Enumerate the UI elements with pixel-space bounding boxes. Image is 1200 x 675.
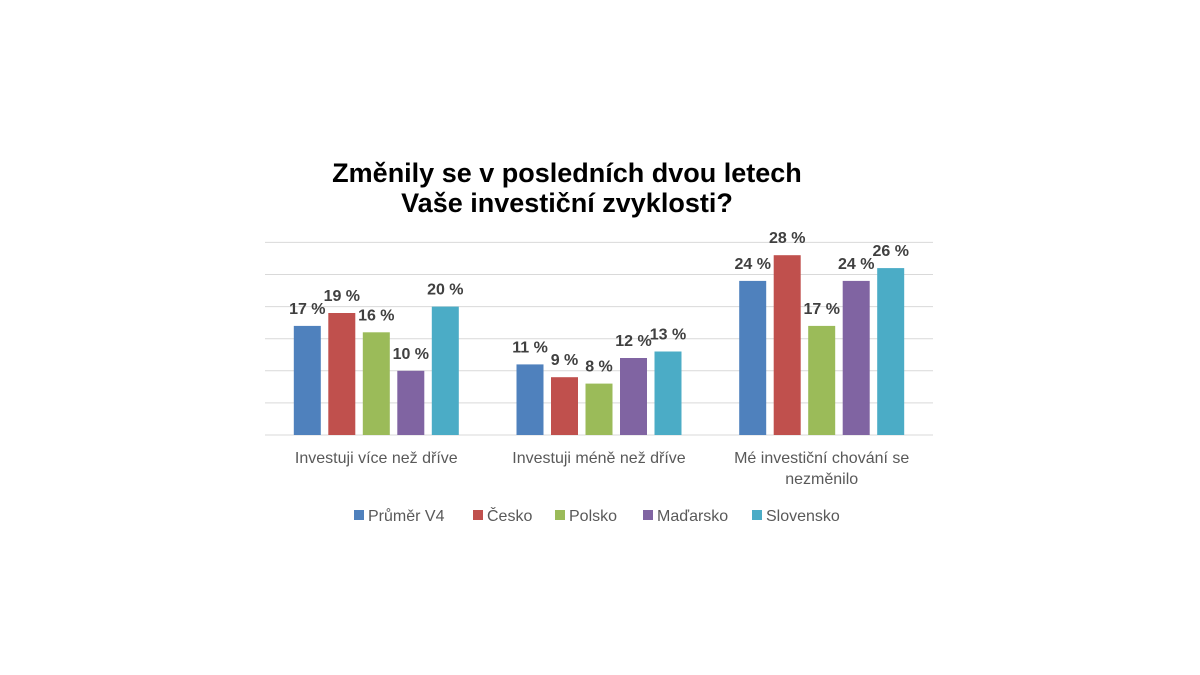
legend-label: Polsko	[569, 508, 617, 525]
bar-slovensko-1	[431, 306, 459, 435]
legend-label: Maďarsko	[657, 508, 728, 525]
bars	[293, 255, 905, 435]
data-label: 17 %	[289, 301, 325, 318]
bar-pr-m-r-v4-3	[739, 280, 767, 435]
bar--esko-3	[773, 255, 801, 435]
legend-item-polsko: Polsko	[555, 508, 617, 525]
bar-pr-m-r-v4-1	[293, 325, 321, 435]
legend-item-slovensko: Slovensko	[752, 508, 840, 525]
bar-ma-arsko-3	[842, 280, 870, 435]
chart-title-line-2: Vaše investiční zvyklosti?	[401, 188, 733, 218]
data-label: 8 %	[585, 359, 613, 376]
bar--esko-2	[551, 377, 578, 435]
data-label: 12 %	[615, 333, 651, 350]
legend-swatch	[752, 510, 762, 520]
bar-ma-arsko-2	[620, 358, 647, 435]
legend: Průměr V4 Česko Polsko Maďarsko Slovensko	[354, 506, 840, 525]
category-label: Investuji více než dříve	[295, 450, 458, 467]
legend-swatch	[354, 510, 364, 520]
data-label: 20 %	[427, 282, 463, 299]
legend-swatch	[643, 510, 653, 520]
chart-title: Změnily se v posledních dvou letechVaše …	[332, 158, 802, 218]
data-labels: 17 %19 %16 %10 %20 %11 %9 % 8 %12 %13 %24…	[289, 230, 909, 375]
bar-polsko-2	[585, 383, 613, 435]
data-label: 13 %	[650, 327, 686, 344]
bar-polsko-3	[808, 325, 836, 435]
bar-polsko-1	[362, 332, 390, 435]
category-label: nezměnilo	[785, 471, 858, 488]
data-label: 10 %	[393, 346, 429, 363]
bar-slovensko-2	[654, 351, 682, 435]
data-label: 16 %	[358, 307, 394, 324]
legend-swatch	[555, 510, 565, 520]
data-label: 24 %	[838, 256, 874, 273]
data-label: 26 %	[872, 243, 908, 260]
legend-label: Česko	[487, 506, 532, 525]
data-label: 28 %	[769, 230, 805, 247]
legend-label: Průměr V4	[368, 507, 445, 525]
category-label: Investuji méně než dříve	[512, 450, 686, 467]
legend-item-pr-m-r-v4: Průměr V4	[354, 507, 445, 525]
data-label: 9 %	[551, 352, 579, 369]
legend-item--esko: Česko	[473, 506, 532, 525]
category-label: Mé investiční chování se	[734, 450, 909, 467]
data-label: 24 %	[734, 256, 770, 273]
legend-item-ma-arsko: Maďarsko	[643, 508, 728, 525]
chart-title-line-1: Změnily se v posledních dvou letech	[332, 158, 802, 188]
bar-pr-m-r-v4-2	[516, 364, 544, 435]
category-labels: Investuji více než dříve Investuji méně n…	[295, 450, 909, 488]
bar--esko-1	[328, 313, 356, 435]
bar-slovensko-3	[877, 268, 905, 435]
legend-swatch	[473, 510, 483, 520]
data-label: 17 %	[803, 301, 839, 318]
data-label: 19 %	[324, 288, 360, 305]
data-label: 11 %	[512, 339, 548, 356]
bar-ma-arsko-1	[397, 370, 425, 435]
legend-label: Slovensko	[766, 508, 840, 525]
